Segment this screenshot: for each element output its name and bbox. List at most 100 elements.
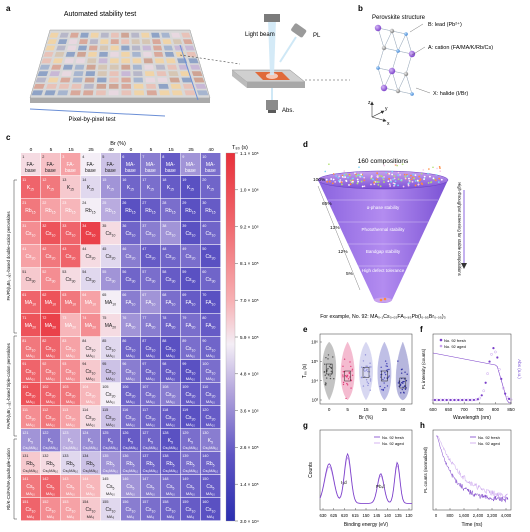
heatmap-cell xyxy=(141,360,161,383)
sample-tile xyxy=(47,39,58,44)
heatmap-cell xyxy=(21,337,41,360)
composition-dot xyxy=(393,177,396,180)
cell-label: Cs5 xyxy=(46,484,54,490)
cell-label-line2: MA₁₀ xyxy=(26,353,35,358)
cell-label-line2: Cs₅MA₁₀ xyxy=(43,468,59,473)
cell-number: 132 xyxy=(42,454,48,458)
heatmap-cell xyxy=(21,429,41,452)
pl-fresh-point xyxy=(500,377,503,381)
br-tick: 25 xyxy=(88,147,94,153)
violin-point xyxy=(386,363,388,365)
cell-number: 93 xyxy=(62,362,66,366)
heatmap-cell xyxy=(201,406,221,429)
composition-dot xyxy=(380,175,383,178)
composition-dot xyxy=(326,180,329,183)
composition-dot xyxy=(417,183,420,186)
heatmap-cell xyxy=(61,360,81,383)
violin-point xyxy=(367,370,369,373)
sample-tile xyxy=(84,77,95,83)
violin-point xyxy=(350,387,352,389)
composition-dot xyxy=(396,164,398,167)
br-tick: 5 xyxy=(50,147,53,153)
heatmap-cell xyxy=(181,498,201,521)
cell-label-line2: base xyxy=(185,168,196,174)
cell-number: 15 xyxy=(102,178,106,182)
violin-point xyxy=(405,379,408,382)
cell-label: Rb5 xyxy=(86,461,94,467)
cell-label: Cs20 xyxy=(25,415,35,421)
sample-tile xyxy=(80,32,89,38)
cell-number: 42 xyxy=(42,247,46,251)
heatmap-cell xyxy=(41,498,61,521)
sample-tile xyxy=(121,90,132,96)
heatmap-cell xyxy=(201,176,221,199)
cell-label-line2: MA₅ xyxy=(147,514,155,519)
bond xyxy=(391,50,399,72)
cell-label-line2: Cs₅MA₁₀ xyxy=(123,445,139,450)
axis-x: x xyxy=(387,121,390,127)
sample-tile xyxy=(154,58,165,64)
violin-point xyxy=(400,392,402,394)
pl-aged-point xyxy=(435,398,439,402)
cell-number: 156 xyxy=(122,500,128,504)
cell-label: Cs30 xyxy=(125,277,135,283)
cell-label-line2: base xyxy=(145,168,156,174)
cell-number: 134 xyxy=(82,454,88,458)
plot-f-legend: No. 92 fresh No. 92 aged xyxy=(439,338,466,349)
violin xyxy=(395,341,410,401)
sample-tile xyxy=(189,64,201,70)
pl-label: PL xyxy=(313,33,321,39)
composition-dot xyxy=(357,173,360,176)
cell-label-line2: base xyxy=(85,168,96,174)
cell-label: Cs20 xyxy=(105,254,115,260)
violin-point xyxy=(364,375,366,378)
composition-dot xyxy=(352,177,354,180)
heatmap-cell xyxy=(81,291,101,314)
sample-tile xyxy=(97,64,108,70)
sample-tile xyxy=(157,77,168,83)
cell-number: 21 xyxy=(22,201,26,205)
plot-h-ticks: 0 800 1,600 2,400 3,200 4,000 xyxy=(435,508,512,518)
cell-number: 24 xyxy=(82,201,86,205)
heatmap-cell xyxy=(101,452,121,475)
sample-tile xyxy=(95,90,106,96)
composition-dot xyxy=(377,183,380,186)
violin-point xyxy=(366,368,368,371)
heatmap-cell xyxy=(181,360,201,383)
cell-number: 128 xyxy=(162,431,168,435)
heatmap-cell xyxy=(161,314,181,337)
cell-label: Cs20 xyxy=(25,254,35,260)
heatmap-cell xyxy=(141,498,161,521)
sample-tile xyxy=(121,32,130,38)
sample-tile xyxy=(56,45,66,51)
cell-label: Cs20 xyxy=(185,392,195,398)
light-source xyxy=(264,14,280,22)
cell-label-line2: MA₁₀ xyxy=(66,353,75,358)
cell-number: 86 xyxy=(122,339,126,343)
cell-label: FA- xyxy=(107,162,115,168)
cell-label-line2: MA₁₀ xyxy=(46,399,55,404)
heatmap-cell xyxy=(101,383,121,406)
b-site-pointer xyxy=(409,23,424,33)
heatmap-cell xyxy=(181,383,201,406)
violin-point xyxy=(333,378,335,380)
violin-point xyxy=(369,362,371,364)
percent-65: 65% xyxy=(322,201,332,207)
heatmap-cell xyxy=(181,176,201,199)
heatmap-cell xyxy=(101,475,121,498)
violin-point xyxy=(382,378,384,381)
heatmap-cell xyxy=(161,176,181,199)
sample-tile xyxy=(158,84,169,89)
cell-number: 138 xyxy=(162,454,168,458)
composition-dot xyxy=(434,179,437,182)
heatmap-cell xyxy=(141,153,161,176)
cell-label: Cs30 xyxy=(85,277,95,283)
stage-bandgap: Bandgap stability xyxy=(366,249,401,254)
cell-label-line2: Cs₅MA₁₀ xyxy=(143,445,159,450)
pl-aged-point xyxy=(474,398,478,402)
violin-point xyxy=(369,378,372,380)
violin-point xyxy=(404,371,406,373)
sample-tile xyxy=(60,77,71,83)
heatmap-cell xyxy=(21,452,41,475)
panel-letter-a: a xyxy=(6,4,11,13)
